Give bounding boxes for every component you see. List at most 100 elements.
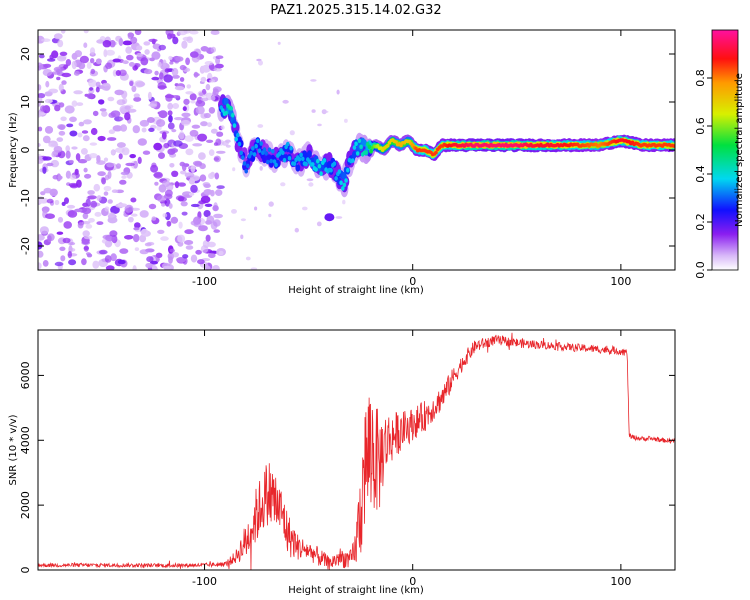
noise-speckle — [294, 227, 299, 233]
noise-speckle — [114, 89, 124, 96]
noise-speckle — [151, 38, 156, 45]
noise-speckle — [89, 142, 98, 146]
noise-speckle — [215, 55, 224, 59]
noise-speckle — [213, 213, 224, 219]
noise-speckle — [38, 143, 41, 147]
noise-speckle — [40, 105, 46, 112]
noise-speckle — [169, 163, 175, 168]
noise-speckle — [95, 58, 102, 65]
noise-speckle — [250, 267, 258, 270]
noise-speckle — [133, 227, 140, 231]
noise-speckle — [115, 147, 125, 153]
ridge-cell — [239, 150, 243, 156]
noise-speckle — [306, 178, 314, 182]
noise-speckle — [42, 69, 53, 77]
noise-speckle — [231, 209, 237, 214]
noise-speckle — [69, 130, 78, 137]
noise-speckle — [122, 60, 129, 65]
noise-speckle — [174, 86, 185, 91]
noise-speckle — [131, 213, 138, 217]
noise-speckle — [240, 218, 246, 222]
noise-speckle — [86, 62, 92, 69]
noise-speckle — [302, 206, 308, 211]
ridge-cell — [334, 176, 338, 181]
ridge-cell — [249, 150, 253, 156]
noise-speckle — [185, 57, 191, 66]
noise-speckle — [139, 249, 149, 255]
noise-speckle — [94, 211, 102, 217]
noise-speckle — [212, 265, 220, 270]
noise-speckle — [204, 61, 214, 66]
noise-speckle — [208, 149, 215, 157]
noise-speckle — [151, 76, 160, 81]
spectrogram-y-tick-label: -10 — [19, 189, 32, 207]
ridge-cell — [359, 144, 363, 150]
colorbar-tick-label: 0.6 — [694, 117, 707, 135]
noise-speckle — [206, 139, 214, 143]
noise-speckle — [83, 245, 89, 252]
spectrogram-y-tick-label: -20 — [19, 237, 32, 255]
noise-speckle — [215, 57, 221, 65]
noise-speckle — [38, 62, 44, 71]
noise-speckle — [61, 80, 67, 85]
noise-speckle — [184, 172, 195, 178]
noise-speckle — [190, 220, 200, 226]
ridge-cell — [301, 156, 305, 162]
ridge-cell — [672, 144, 675, 148]
snr-y-axis-label: SNR (10 * v/v) — [8, 414, 19, 485]
noise-speckle — [58, 124, 66, 130]
noise-speckle — [169, 248, 175, 253]
noise-speckle — [280, 182, 286, 187]
noise-speckle — [166, 220, 172, 227]
noise-speckle — [159, 72, 164, 80]
noise-speckle — [220, 125, 225, 130]
noise-speckle — [96, 195, 102, 202]
noise-speckle — [81, 221, 91, 225]
noise-speckle — [67, 210, 78, 218]
noise-speckle — [142, 150, 151, 155]
noise-speckle — [195, 106, 205, 115]
noise-speckle — [181, 162, 187, 172]
noise-speckle — [160, 236, 169, 241]
noise-speckle — [207, 122, 212, 128]
noise-speckle — [175, 56, 184, 62]
noise-speckle — [131, 85, 137, 93]
noise-speckle — [182, 254, 189, 259]
noise-speckle — [209, 79, 216, 83]
noise-speckle — [110, 253, 117, 262]
noise-speckle — [42, 207, 49, 213]
noise-speckle — [71, 146, 78, 150]
noise-speckle — [47, 58, 56, 62]
noise-speckle — [216, 131, 224, 137]
noise-speckle — [104, 174, 110, 181]
noise-speckle — [205, 220, 212, 225]
noise-speckle — [218, 250, 224, 256]
noise-speckle — [65, 150, 71, 159]
noise-speckle — [90, 200, 98, 208]
noise-speckle — [52, 174, 60, 180]
noise-speckle — [81, 240, 91, 245]
noise-speckle — [88, 79, 97, 88]
noise-speckle — [110, 149, 116, 155]
noise-speckle — [143, 41, 151, 46]
ridge-cell — [252, 152, 257, 157]
noise-speckle — [171, 170, 179, 177]
noise-speckle — [183, 98, 190, 105]
ridge-cell — [241, 155, 245, 160]
ridge-cell — [223, 97, 229, 106]
ridge-cell — [319, 171, 323, 176]
noise-speckle — [117, 203, 128, 208]
noise-speckle — [254, 206, 258, 211]
ridge-cell — [337, 169, 342, 174]
noise-speckle — [178, 221, 183, 229]
noise-speckle — [83, 235, 93, 240]
noise-speckle — [103, 157, 109, 162]
noise-speckle — [156, 119, 166, 127]
noise-speckle — [167, 102, 174, 110]
noise-speckle — [146, 117, 155, 123]
noise-speckle — [65, 170, 71, 179]
noise-speckle — [41, 38, 51, 42]
ridge-cell — [355, 151, 360, 156]
noise-speckle — [205, 234, 211, 242]
colorbar-ticks: 0.0 0.2 0.4 0.6 0.8 — [694, 69, 712, 279]
